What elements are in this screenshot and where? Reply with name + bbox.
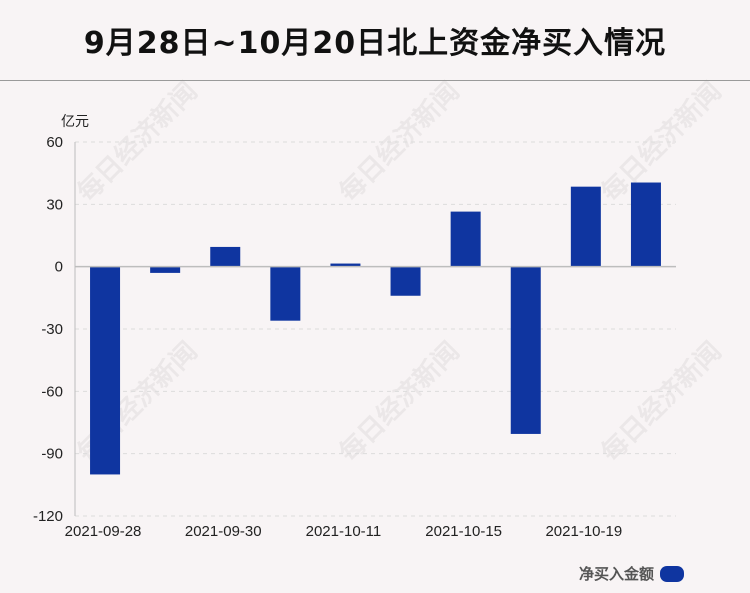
bar [570,186,601,267]
x-tick-label: 2021-10-11 [306,523,382,540]
x-tick-label: 2021-09-30 [185,523,262,540]
y-tick-label: -90 [41,446,63,463]
bar [390,266,421,296]
y-tick-label: 60 [46,134,63,151]
chart-area: 每日经济新闻 每日经济新闻 每日经济新闻 每日经济新闻 每日经济新闻 每日经济新… [0,77,750,593]
bar [630,182,661,267]
legend-swatch [660,565,684,582]
bar [510,266,541,434]
bar [330,263,361,267]
y-tick-label: -30 [41,321,63,338]
legend: 净买入金额 [579,563,684,584]
bar [450,211,481,267]
bar [150,266,181,273]
x-tick-label: 2021-10-15 [425,523,502,540]
y-tick-label: -120 [33,508,63,525]
chart-title: 9月28日~10月20日北上资金净买入情况 [83,26,667,61]
legend-label: 净买入金额 [578,565,654,583]
y-axis-unit-label: 亿元 [61,114,89,130]
y-tick-label: 30 [46,196,63,213]
bar [270,266,301,321]
y-tick-label: 0 [55,259,63,276]
bar [90,266,121,475]
y-tick-label: -60 [41,383,63,400]
title-bar: 9月28日~10月20日北上资金净买入情况 [0,0,750,81]
bar [210,246,241,267]
x-tick-label: 2021-09-28 [65,523,142,540]
x-tick-label: 2021-10-19 [545,523,622,540]
